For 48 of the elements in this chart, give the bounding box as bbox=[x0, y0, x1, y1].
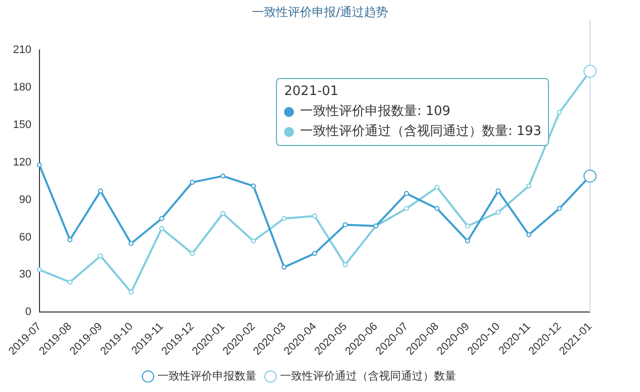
point bbox=[526, 232, 532, 238]
legend-label: 一致性评价通过（含视同通过）数量 bbox=[280, 369, 456, 382]
point bbox=[404, 191, 409, 196]
y-tick-label: 90 bbox=[19, 194, 32, 206]
point bbox=[556, 110, 562, 115]
point bbox=[220, 174, 226, 179]
point bbox=[312, 214, 318, 219]
point bbox=[36, 162, 42, 168]
point bbox=[342, 222, 348, 228]
point bbox=[250, 184, 256, 189]
point bbox=[220, 211, 226, 216]
annotation: 2021-01 bbox=[284, 83, 338, 101]
point bbox=[67, 280, 72, 285]
point bbox=[159, 226, 164, 231]
point bbox=[434, 184, 440, 190]
point bbox=[465, 223, 470, 228]
point bbox=[404, 206, 409, 212]
point bbox=[128, 240, 134, 246]
point bbox=[342, 262, 348, 268]
y-tick-label: 210 bbox=[12, 44, 32, 56]
point bbox=[36, 267, 42, 272]
point bbox=[434, 206, 440, 212]
point bbox=[98, 253, 104, 258]
annotation: 一致性评价通过（含视同通过）数量: 193 bbox=[300, 123, 542, 141]
point bbox=[282, 264, 287, 270]
y-tick-label: 0 bbox=[25, 306, 32, 318]
point bbox=[282, 216, 287, 222]
point bbox=[190, 250, 195, 256]
point bbox=[159, 216, 164, 222]
point bbox=[190, 180, 195, 185]
point bbox=[496, 188, 501, 194]
point bbox=[556, 206, 562, 212]
point bbox=[312, 250, 318, 256]
legend-label: 一致性评价申报数量 bbox=[158, 369, 256, 382]
y-tick-label: 150 bbox=[12, 118, 32, 131]
point bbox=[465, 238, 470, 244]
y-tick-label: 30 bbox=[19, 268, 32, 281]
point bbox=[250, 238, 256, 244]
point bbox=[526, 184, 532, 189]
point bbox=[496, 210, 501, 215]
y-tick-label: 180 bbox=[12, 81, 32, 94]
annotation: 一致性评价申报数量: 109 bbox=[300, 103, 450, 121]
y-tick-label: 60 bbox=[19, 231, 32, 244]
point bbox=[67, 237, 72, 242]
chart-title: 一致性评价申报/通过趋势 bbox=[250, 4, 390, 21]
point bbox=[128, 290, 134, 295]
y-tick-label: 120 bbox=[12, 156, 32, 168]
point bbox=[98, 188, 104, 194]
